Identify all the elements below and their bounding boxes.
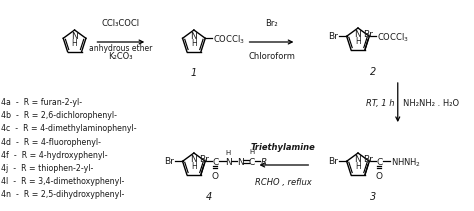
Text: 4d  -  R = 4-fluorophenyl-: 4d - R = 4-fluorophenyl-: [1, 138, 101, 147]
Text: 1: 1: [191, 68, 197, 78]
Text: K₂CO₃: K₂CO₃: [108, 52, 133, 61]
Text: H: H: [191, 162, 197, 171]
Text: N: N: [225, 158, 231, 167]
Text: O: O: [376, 172, 383, 181]
Text: Chloroform: Chloroform: [248, 52, 295, 61]
Text: 3: 3: [370, 192, 376, 202]
Text: NH₂NH₂ . H₂O: NH₂NH₂ . H₂O: [403, 99, 459, 107]
Text: NHNH$_2$: NHNH$_2$: [391, 156, 421, 169]
Text: Br: Br: [328, 157, 337, 166]
Text: 4n  -  R = 2,5-dihydroxyphenyl-: 4n - R = 2,5-dihydroxyphenyl-: [1, 190, 124, 199]
Text: H: H: [249, 149, 255, 155]
Text: Br: Br: [164, 157, 173, 166]
Text: COCCl$_3$: COCCl$_3$: [213, 33, 245, 46]
Text: C: C: [376, 158, 383, 167]
Text: H: H: [355, 37, 361, 46]
Text: H: H: [355, 162, 361, 171]
Text: H: H: [72, 39, 77, 48]
Text: 4c  -  R = 4-dimethylaminophenyl-: 4c - R = 4-dimethylaminophenyl-: [1, 124, 137, 133]
Text: Br: Br: [363, 30, 373, 39]
Text: Br: Br: [328, 32, 337, 41]
Text: H: H: [226, 150, 231, 156]
Text: R: R: [261, 158, 267, 167]
Text: Br: Br: [199, 155, 209, 164]
Text: CCl₃COCl: CCl₃COCl: [101, 19, 139, 28]
Text: N: N: [191, 32, 197, 41]
Text: RCHO , reflux: RCHO , reflux: [255, 178, 312, 187]
Text: 4b  -  R = 2,6-dichlorophenyl-: 4b - R = 2,6-dichlorophenyl-: [1, 111, 117, 120]
Text: N: N: [191, 155, 197, 164]
Text: N: N: [355, 155, 361, 164]
Text: 4f  -  R = 4-hydroxyphenyl-: 4f - R = 4-hydroxyphenyl-: [1, 151, 108, 160]
Text: N: N: [237, 158, 244, 167]
Text: N: N: [71, 32, 78, 41]
Text: Br₂: Br₂: [265, 19, 278, 28]
Text: 4a  -  R = furan-2-yl-: 4a - R = furan-2-yl-: [1, 98, 82, 107]
Text: Triethylamine: Triethylamine: [251, 143, 316, 152]
Text: N: N: [355, 30, 361, 39]
Text: 2: 2: [370, 67, 376, 77]
Text: COCCl$_3$: COCCl$_3$: [377, 31, 409, 43]
Text: O: O: [212, 172, 219, 181]
Text: C: C: [212, 158, 219, 167]
Text: H: H: [191, 39, 197, 48]
Text: Br: Br: [363, 155, 373, 164]
Text: RT, 1 h: RT, 1 h: [366, 99, 395, 107]
Text: C: C: [249, 158, 255, 167]
Text: 4: 4: [206, 192, 212, 202]
Text: anhydrous ether: anhydrous ether: [89, 44, 152, 53]
Text: 4j  -  R = thiophen-2-yl-: 4j - R = thiophen-2-yl-: [1, 164, 93, 173]
Text: 4l  -  R = 3,4-dimethoxyphenyl-: 4l - R = 3,4-dimethoxyphenyl-: [1, 177, 124, 186]
